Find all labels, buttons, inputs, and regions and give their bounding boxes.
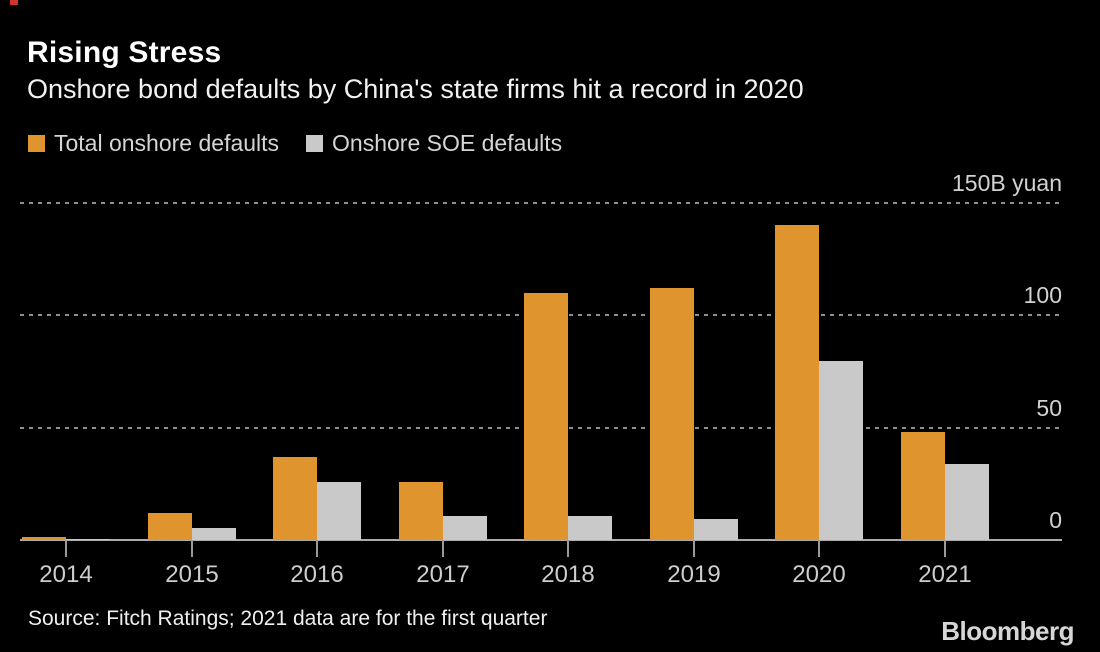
bar-total-2018 (524, 293, 568, 540)
y-axis-tick-label-100: 100 (1023, 282, 1062, 309)
x-axis-tick-2020 (818, 540, 820, 557)
chart-subtitle: Onshore bond defaults by China's state f… (27, 74, 804, 104)
y-axis-tick-label-50: 50 (1036, 394, 1062, 421)
bar-soe-2020 (819, 361, 863, 540)
bloomberg-logo: Bloomberg (941, 616, 1074, 646)
x-axis-label-2019: 2019 (667, 561, 721, 588)
x-axis-tick-2016 (316, 540, 318, 557)
x-axis-tick-2019 (693, 540, 695, 557)
bar-soe-2014 (66, 539, 110, 540)
x-axis-tick-2014 (65, 540, 67, 557)
bar-soe-2015 (192, 528, 236, 540)
x-axis-tick-2018 (567, 540, 569, 557)
bar-soe-2017 (443, 516, 487, 540)
x-axis-tick-2017 (442, 540, 444, 557)
legend-item-label: Total onshore defaults (54, 130, 280, 156)
x-axis-label-2020: 2020 (792, 561, 846, 588)
x-axis-label-2021: 2021 (918, 561, 972, 588)
bar-total-2020 (775, 225, 819, 540)
y-axis-tick-label-0: 0 (1049, 507, 1062, 533)
legend-swatch-orange (28, 135, 45, 152)
bar-soe-2019 (694, 519, 738, 540)
legend-item-total: Total onshore defaults (28, 130, 279, 157)
legend-item-soe: Onshore SOE defaults (306, 130, 562, 157)
x-axis-label-2016: 2016 (290, 561, 344, 588)
bar-total-2016 (273, 457, 317, 540)
bar-total-2019 (650, 288, 694, 540)
bar-soe-2021 (945, 464, 989, 540)
bar-soe-2018 (568, 516, 612, 540)
bar-total-2015 (148, 513, 192, 540)
source-note: Source: Fitch Ratings; 2021 data are for… (28, 607, 548, 630)
red-marker (10, 0, 18, 5)
bar-total-2017 (399, 482, 443, 540)
y-axis-tick-label-150: 150B yuan (952, 170, 1062, 196)
x-axis-label-2017: 2017 (416, 561, 470, 588)
bar-soe-2016 (317, 482, 361, 540)
legend: Total onshore defaults Onshore SOE defau… (28, 130, 562, 157)
x-axis-label-2014: 2014 (39, 561, 93, 588)
chart-title: Rising Stress (27, 36, 222, 69)
legend-item-label: Onshore SOE defaults (332, 130, 563, 156)
x-axis-label-2018: 2018 (541, 561, 595, 588)
x-axis-tick-2015 (191, 540, 193, 557)
bar-total-2014 (22, 537, 66, 540)
gridline-150 (20, 202, 1062, 204)
x-axis-label-2015: 2015 (165, 561, 219, 588)
legend-swatch-gray (306, 135, 324, 152)
x-axis-tick-2021 (944, 540, 946, 557)
bar-total-2021 (901, 432, 945, 540)
x-axis-baseline (20, 539, 1062, 541)
